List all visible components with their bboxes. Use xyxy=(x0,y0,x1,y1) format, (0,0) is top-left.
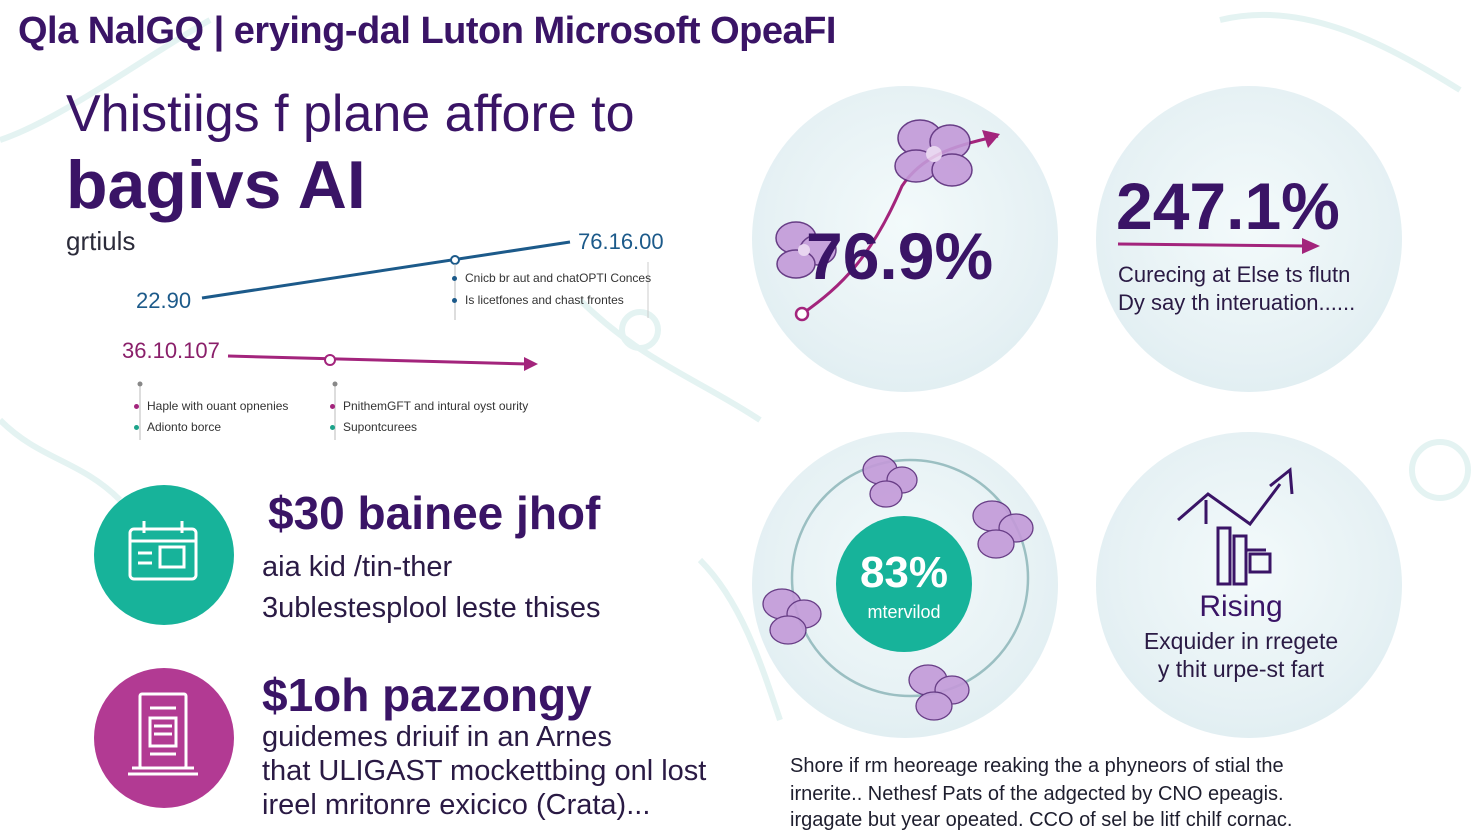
upper-end-label: 76.16.00 xyxy=(578,229,664,254)
page-title: Qla NalGQ | erying-dal Luton Microsoft O… xyxy=(18,10,836,52)
feature-2-line-2: that ULIGAST mockettbing onl lost xyxy=(262,755,707,787)
orchid-flower-ring-top xyxy=(862,455,918,508)
rising-stat-circle xyxy=(1096,432,1402,738)
upper-trend-marker xyxy=(450,255,460,265)
lower-start-label: 36.10.107 xyxy=(122,338,220,363)
hero-headline-line1: Vhistiigs f plane affore to xyxy=(66,85,635,143)
lower-trend-line xyxy=(227,354,529,366)
growth-stat-value: 247.1% xyxy=(1116,169,1340,243)
feature-1-badge xyxy=(94,485,234,625)
ring-stat-badge xyxy=(836,516,972,652)
calendar-icon xyxy=(128,521,198,581)
ring-stat-label: mtervilod xyxy=(867,602,941,622)
growth-stat-desc-1: Curecing at Else ts flutn xyxy=(1118,262,1351,287)
rising-chart-icon xyxy=(1177,467,1294,586)
lower-left-note-1: Haple with ouant opnenies xyxy=(134,399,288,413)
orchid-flower-left xyxy=(775,221,837,279)
lower-trend-marker xyxy=(324,354,336,366)
rising-desc-1: Exquider in rregete xyxy=(1143,628,1339,654)
feature-1-title: $30 bainee jhof xyxy=(268,487,601,539)
upper-note-1: Cnicb br aut and chatOPTI Conces xyxy=(452,271,651,285)
upper-start-label: 22.90 xyxy=(136,288,192,313)
document-icon xyxy=(128,692,198,776)
orchid-flower-top xyxy=(894,119,973,187)
orchid-flower-ring-left xyxy=(762,588,822,645)
orchid-arrow-graphic xyxy=(775,119,1000,322)
lower-right-note-1: PnithemGFT and intural oyst ourity xyxy=(330,399,528,413)
hero-headline-line2: bagivs AI xyxy=(66,147,366,223)
lower-left-note-2: Adionto borce xyxy=(134,420,221,434)
ring-stat-value: 83% xyxy=(859,548,949,597)
feature-2-title: $1oh pazzongy xyxy=(262,669,592,721)
footer-line-1: Shore if rm heoreage reaking the a phyne… xyxy=(790,755,1284,777)
orchid-flower-ring-bottom xyxy=(908,664,970,721)
lower-left-connector-cap xyxy=(137,381,143,387)
rising-title: Rising xyxy=(1199,590,1283,623)
feature-1-line-1: aia kid /tin-ther xyxy=(262,551,453,583)
ring-graphic xyxy=(762,455,1034,721)
lower-right-note-2: Supontcurees xyxy=(330,420,417,434)
feature-2-line-3: ireel mritonre exicico (Crata)... xyxy=(262,789,651,821)
trend-chart xyxy=(137,240,649,440)
lower-trend-arrowhead xyxy=(524,357,538,371)
lower-right-connector-cap xyxy=(332,381,338,387)
growth-stat-desc-2: Dy say th interuation...... xyxy=(1118,290,1356,315)
feature-2-badge xyxy=(94,668,234,808)
rising-desc-2: y thit urpe-st fart xyxy=(1157,656,1325,682)
growth-stat-circle xyxy=(1096,86,1402,392)
footer-line-2: irnerite.. Nethesf Pats of the adgected … xyxy=(790,783,1284,805)
growth-arrow-icon xyxy=(1117,238,1320,254)
feature-1-line-2: 3ublestesplool leste thises xyxy=(262,592,601,624)
orchid-stat-value: 76.9% xyxy=(806,219,994,293)
upper-trend-line xyxy=(201,240,571,300)
upper-note-2: Is licetfones and chast frontes xyxy=(452,293,624,307)
footer-line-3: irgagate but year opeated. CCO of sel be… xyxy=(790,809,1293,831)
orchid-flower-ring-right xyxy=(972,500,1034,559)
feature-2-line-1: guidemes driuif in an Arnes xyxy=(262,721,612,753)
hero-subhead: grtiuls xyxy=(66,226,136,256)
